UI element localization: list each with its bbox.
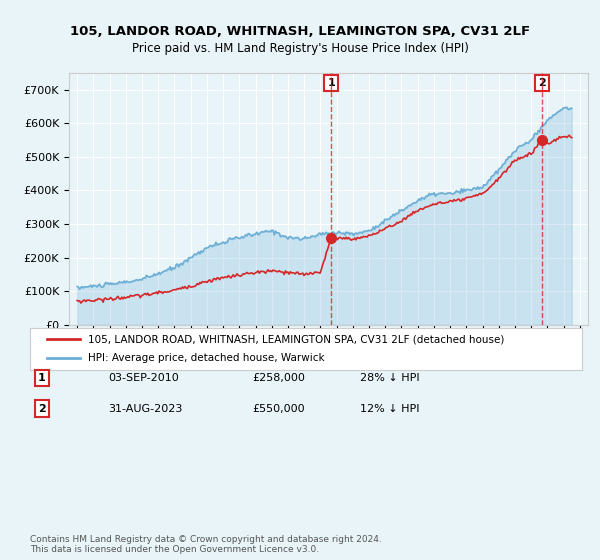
Text: 1: 1 (38, 373, 46, 383)
Text: £258,000: £258,000 (252, 373, 305, 383)
Text: HPI: Average price, detached house, Warwick: HPI: Average price, detached house, Warw… (88, 353, 325, 363)
Text: 12% ↓ HPI: 12% ↓ HPI (360, 404, 419, 414)
Text: £550,000: £550,000 (252, 404, 305, 414)
Text: 105, LANDOR ROAD, WHITNASH, LEAMINGTON SPA, CV31 2LF: 105, LANDOR ROAD, WHITNASH, LEAMINGTON S… (70, 25, 530, 38)
Text: 1: 1 (328, 78, 335, 88)
Text: Price paid vs. HM Land Registry's House Price Index (HPI): Price paid vs. HM Land Registry's House … (131, 42, 469, 55)
Text: 2: 2 (38, 404, 46, 414)
Text: 31-AUG-2023: 31-AUG-2023 (108, 404, 182, 414)
Text: Contains HM Land Registry data © Crown copyright and database right 2024.
This d: Contains HM Land Registry data © Crown c… (30, 535, 382, 554)
Text: 28% ↓ HPI: 28% ↓ HPI (360, 373, 419, 383)
Text: 03-SEP-2010: 03-SEP-2010 (108, 373, 179, 383)
Text: 105, LANDOR ROAD, WHITNASH, LEAMINGTON SPA, CV31 2LF (detached house): 105, LANDOR ROAD, WHITNASH, LEAMINGTON S… (88, 334, 505, 344)
Text: 2: 2 (538, 78, 546, 88)
